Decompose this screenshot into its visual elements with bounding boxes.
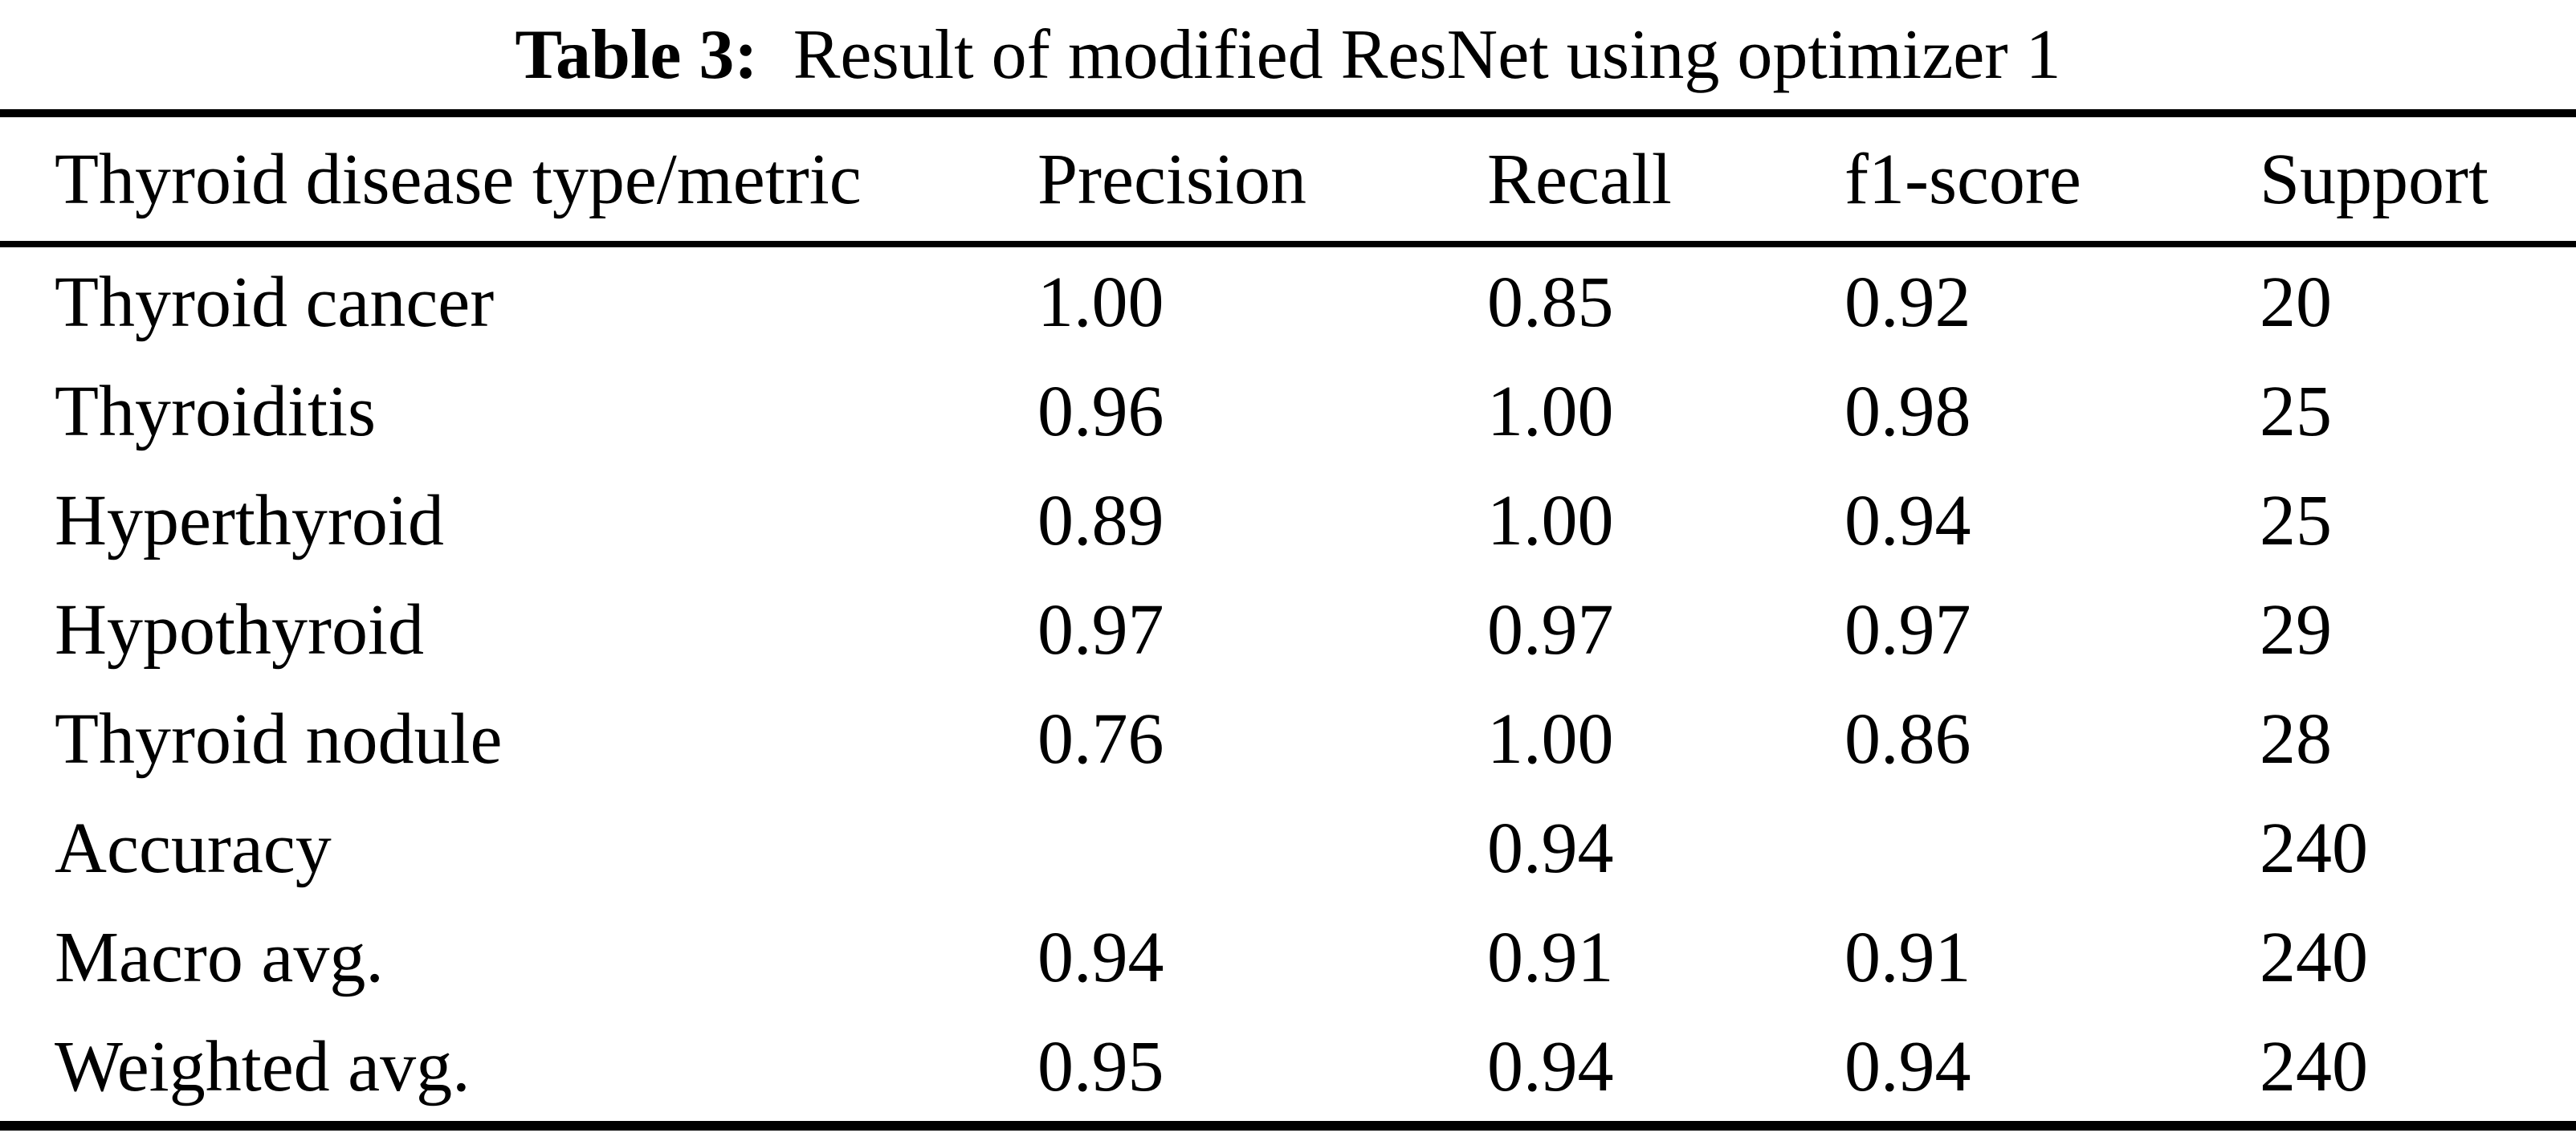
table-row: Thyroid nodule 0.76 1.00 0.86 28	[0, 684, 2576, 793]
support-value: 240	[2260, 808, 2368, 888]
row-label: Weighted avg.	[55, 1026, 471, 1106]
table-header-row: Thyroid disease type/metric Precision Re…	[0, 117, 2576, 247]
header-disease-type: Thyroid disease type/metric	[55, 139, 862, 219]
recall-value: 0.94	[1487, 808, 1614, 888]
support-value: 25	[2260, 371, 2332, 451]
precision-value: 1.00	[1037, 262, 1164, 342]
table-row: Weighted avg. 0.95 0.94 0.94 240	[0, 1012, 2576, 1121]
table-caption: Table 3: Result of modified ResNet using…	[0, 0, 2576, 109]
recall-value: 0.94	[1487, 1026, 1614, 1106]
f1-score-value: 0.97	[1844, 589, 1971, 670]
table-body: Thyroid cancer 1.00 0.85 0.92 20 Thyroid…	[0, 247, 2576, 1121]
row-label: Hypothyroid	[55, 589, 424, 670]
precision-value: 0.76	[1037, 699, 1164, 779]
table-row: Thyroiditis 0.96 1.00 0.98 25	[0, 357, 2576, 466]
f1-score-value: 0.91	[1844, 917, 1971, 997]
f1-score-value: 0.86	[1844, 699, 1971, 779]
precision-value: 0.95	[1037, 1026, 1164, 1106]
support-value: 240	[2260, 917, 2368, 997]
caption-text: Result of modified ResNet using optimize…	[793, 15, 2061, 94]
support-value: 240	[2260, 1026, 2368, 1106]
support-value: 28	[2260, 699, 2332, 779]
row-label: Thyroid cancer	[55, 262, 495, 342]
precision-value: 0.96	[1037, 371, 1164, 451]
recall-value: 1.00	[1487, 480, 1614, 560]
recall-value: 0.91	[1487, 917, 1614, 997]
precision-value: 0.89	[1037, 480, 1164, 560]
f1-score-value: 0.94	[1844, 1026, 1971, 1106]
table-row: Thyroid cancer 1.00 0.85 0.92 20	[0, 247, 2576, 357]
support-value: 25	[2260, 480, 2332, 560]
support-value: 29	[2260, 589, 2332, 670]
results-table: Thyroid disease type/metric Precision Re…	[0, 109, 2576, 1131]
row-label: Thyroiditis	[55, 371, 376, 451]
row-label: Macro avg.	[55, 917, 384, 997]
row-label: Hyperthyroid	[55, 480, 444, 560]
f1-score-value: 0.92	[1844, 262, 1971, 342]
f1-score-value: 0.98	[1844, 371, 1971, 451]
table-row: Accuracy 0.94 240	[0, 793, 2576, 903]
table-row: Macro avg. 0.94 0.91 0.91 240	[0, 903, 2576, 1012]
recall-value: 1.00	[1487, 371, 1614, 451]
support-value: 20	[2260, 262, 2332, 342]
row-label: Accuracy	[55, 808, 332, 888]
header-support: Support	[2260, 139, 2489, 219]
recall-value: 1.00	[1487, 699, 1614, 779]
header-precision: Precision	[1037, 139, 1306, 219]
table-row: Hyperthyroid 0.89 1.00 0.94 25	[0, 466, 2576, 575]
header-recall: Recall	[1487, 139, 1672, 219]
header-f1-score: f1-score	[1844, 139, 2081, 219]
recall-value: 0.97	[1487, 589, 1614, 670]
table-row: Hypothyroid 0.97 0.97 0.97 29	[0, 575, 2576, 684]
precision-value: 0.94	[1037, 917, 1164, 997]
row-label: Thyroid nodule	[55, 699, 503, 779]
caption-label: Table 3:	[515, 15, 758, 94]
recall-value: 0.85	[1487, 262, 1614, 342]
f1-score-value: 0.94	[1844, 480, 1971, 560]
precision-value: 0.97	[1037, 589, 1164, 670]
